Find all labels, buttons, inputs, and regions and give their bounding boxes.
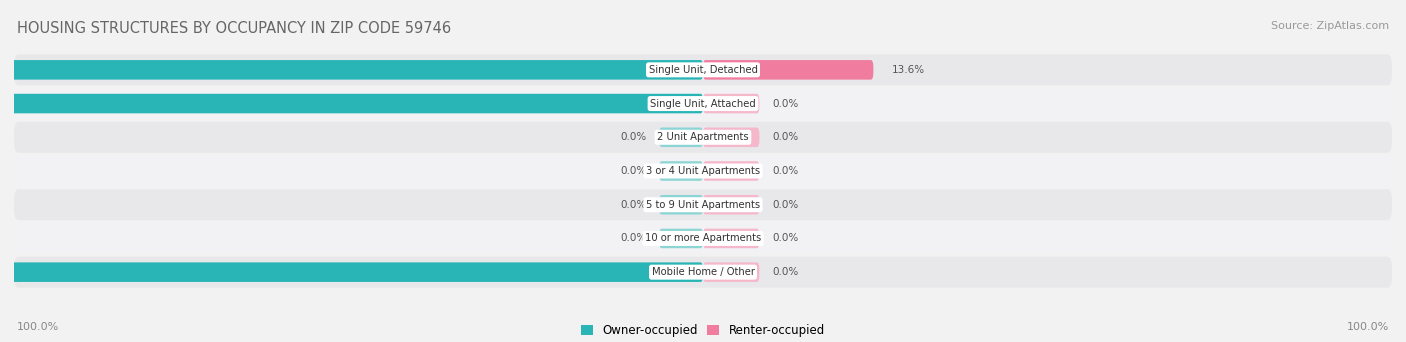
FancyBboxPatch shape [703, 229, 759, 248]
Text: 0.0%: 0.0% [620, 200, 647, 210]
Text: 10 or more Apartments: 10 or more Apartments [645, 234, 761, 244]
Text: 0.0%: 0.0% [620, 166, 647, 176]
FancyBboxPatch shape [0, 94, 703, 113]
Text: HOUSING STRUCTURES BY OCCUPANCY IN ZIP CODE 59746: HOUSING STRUCTURES BY OCCUPANCY IN ZIP C… [17, 21, 451, 36]
FancyBboxPatch shape [703, 195, 759, 214]
Text: Source: ZipAtlas.com: Source: ZipAtlas.com [1271, 21, 1389, 30]
Legend: Owner-occupied, Renter-occupied: Owner-occupied, Renter-occupied [581, 325, 825, 338]
FancyBboxPatch shape [14, 122, 1392, 153]
FancyBboxPatch shape [703, 94, 759, 113]
FancyBboxPatch shape [14, 54, 1392, 86]
Text: 3 or 4 Unit Apartments: 3 or 4 Unit Apartments [645, 166, 761, 176]
Text: 0.0%: 0.0% [772, 166, 799, 176]
FancyBboxPatch shape [14, 223, 1392, 254]
Text: 0.0%: 0.0% [772, 200, 799, 210]
Text: 100.0%: 100.0% [1347, 322, 1389, 332]
Text: 0.0%: 0.0% [772, 132, 799, 142]
Text: 0.0%: 0.0% [620, 132, 647, 142]
FancyBboxPatch shape [659, 128, 703, 147]
FancyBboxPatch shape [0, 262, 703, 282]
FancyBboxPatch shape [703, 128, 759, 147]
Text: 0.0%: 0.0% [620, 234, 647, 244]
FancyBboxPatch shape [14, 88, 1392, 119]
FancyBboxPatch shape [0, 60, 703, 80]
Text: 0.0%: 0.0% [772, 267, 799, 277]
FancyBboxPatch shape [703, 262, 759, 282]
Text: 100.0%: 100.0% [17, 322, 59, 332]
Text: 0.0%: 0.0% [772, 234, 799, 244]
Text: 2 Unit Apartments: 2 Unit Apartments [657, 132, 749, 142]
Text: 13.6%: 13.6% [893, 65, 925, 75]
Text: 0.0%: 0.0% [772, 98, 799, 108]
FancyBboxPatch shape [659, 161, 703, 181]
Text: Single Unit, Attached: Single Unit, Attached [650, 98, 756, 108]
Text: 5 to 9 Unit Apartments: 5 to 9 Unit Apartments [645, 200, 761, 210]
FancyBboxPatch shape [14, 156, 1392, 186]
FancyBboxPatch shape [703, 161, 759, 181]
FancyBboxPatch shape [14, 189, 1392, 220]
FancyBboxPatch shape [659, 229, 703, 248]
FancyBboxPatch shape [659, 195, 703, 214]
Text: Mobile Home / Other: Mobile Home / Other [651, 267, 755, 277]
FancyBboxPatch shape [703, 60, 873, 80]
Text: Single Unit, Detached: Single Unit, Detached [648, 65, 758, 75]
FancyBboxPatch shape [14, 256, 1392, 288]
